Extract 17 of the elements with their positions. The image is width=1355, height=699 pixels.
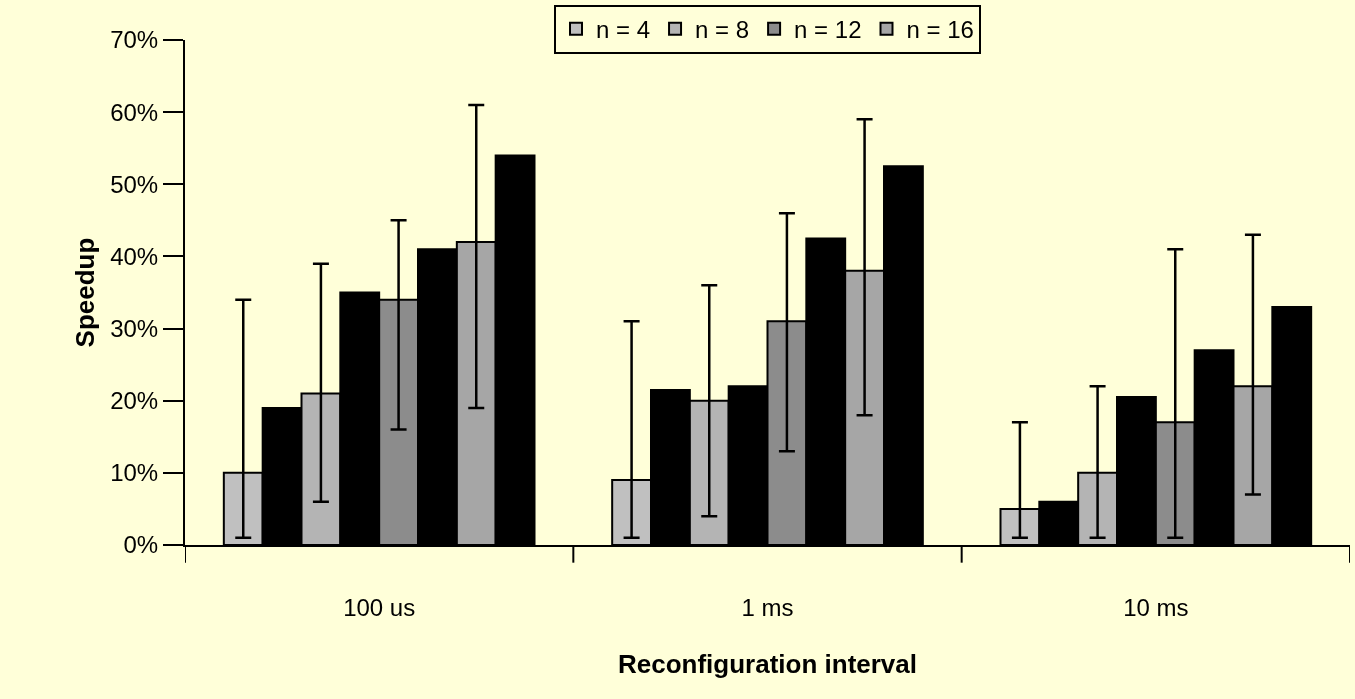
y-tick-label: 70% (110, 26, 159, 54)
x-tick-label: 100 us (343, 593, 416, 621)
legend-label: n = 16 (906, 16, 974, 44)
y-tick-label: 60% (110, 98, 159, 126)
y-tick-label: 50% (110, 170, 159, 198)
legend-label: n = 12 (794, 16, 862, 44)
x-tick-label: 10 ms (1123, 593, 1189, 621)
y-tick-label: 30% (110, 314, 159, 342)
y-tick-label: 10% (110, 459, 159, 487)
legend-label: n = 8 (695, 16, 750, 44)
y-tick-label: 40% (110, 242, 159, 270)
y-axis-title: Speedup (70, 237, 101, 348)
y-tick-label: 0% (123, 531, 159, 559)
legend-label: n = 4 (596, 16, 651, 44)
x-tick-label: 1 ms (741, 593, 794, 621)
y-tick-label: 20% (110, 387, 159, 415)
x-axis-title: Reconfiguration interval (617, 649, 918, 679)
